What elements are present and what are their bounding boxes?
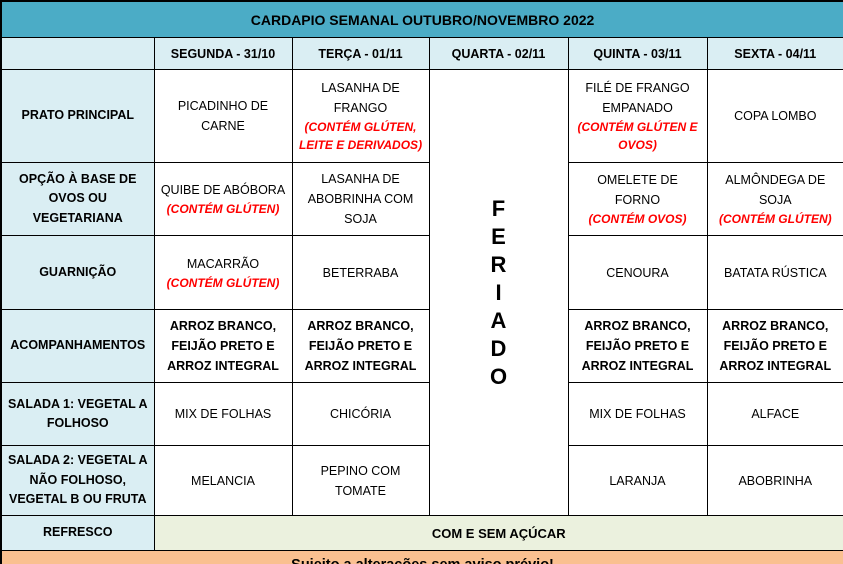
dish-name: MIX DE FOLHAS bbox=[174, 407, 272, 421]
allergen-note: (CONTÉM GLÚTEN) bbox=[166, 202, 280, 216]
row-header-acompanhamentos: ACOMPANHAMENTOS bbox=[0, 309, 155, 383]
corner-cell bbox=[0, 37, 155, 70]
menu-cell: PICADINHO DE CARNE bbox=[153, 69, 293, 163]
menu-cell: PEPINO COM TOMATE bbox=[291, 445, 430, 516]
dish-name: ARROZ BRANCO, FEIJÃO PRETO E ARROZ INTEG… bbox=[167, 319, 279, 373]
menu-cell: FILÉ DE FRANGO EMPANADO (CONTÉM GLÚTEN E… bbox=[567, 69, 708, 163]
allergen-note: (CONTÉM GLÚTEN) bbox=[718, 212, 832, 226]
menu-cell: LARANJA bbox=[567, 445, 708, 516]
menu-cell: ARROZ BRANCO, FEIJÃO PRETO E ARROZ INTEG… bbox=[706, 309, 843, 383]
dish-name: ARROZ BRANCO, FEIJÃO PRETO E ARROZ INTEG… bbox=[719, 319, 832, 373]
day-header-quinta: QUINTA - 03/11 bbox=[567, 37, 708, 70]
page-title: CARDAPIO SEMANAL OUTUBRO/NOVEMBRO 2022 bbox=[0, 0, 843, 38]
dish-name: PEPINO COM TOMATE bbox=[320, 463, 401, 498]
dish-name: CHICÓRIA bbox=[329, 407, 392, 421]
dish-name: LASANHA DE ABOBRINHA COM SOJA bbox=[307, 172, 414, 226]
menu-cell: MELANCIA bbox=[153, 445, 293, 516]
dish-name: PICADINHO DE CARNE bbox=[177, 99, 269, 133]
menu-cell: MIX DE FOLHAS bbox=[153, 382, 293, 446]
allergen-note: (CONTÉM OVOS) bbox=[588, 212, 687, 226]
row-header-salada-1: SALADA 1: VEGETAL A FOLHOSO bbox=[0, 382, 155, 446]
menu-cell: ARROZ BRANCO, FEIJÃO PRETO E ARROZ INTEG… bbox=[567, 309, 708, 383]
row-header-prato-principal: PRATO PRINCIPAL bbox=[0, 69, 155, 163]
dish-name: LASANHA DE FRANGO bbox=[321, 81, 400, 115]
holiday-letter: R bbox=[490, 251, 507, 277]
dish-name: QUIBE DE ABÓBORA bbox=[160, 183, 286, 197]
row-guarnicao: GUARNIÇÃO MACARRÃO (CONTÉM GLÚTEN) BETER… bbox=[0, 235, 843, 310]
menu-cell: MIX DE FOLHAS bbox=[567, 382, 708, 446]
dish-name: COPA LOMBO bbox=[734, 109, 817, 123]
row-header-opcao-vegetariana: OPÇÃO À BASE DE OVOS OU VEGETARIANA bbox=[0, 162, 155, 236]
allergen-note: (CONTÉM GLÚTEN) bbox=[166, 275, 280, 290]
dish-name: ALFACE bbox=[751, 407, 800, 421]
row-opcao-vegetariana: OPÇÃO À BASE DE OVOS OU VEGETARIANA QUIB… bbox=[0, 162, 843, 236]
day-header-segunda: SEGUNDA - 31/10 bbox=[153, 37, 293, 70]
dish-name: MIX DE FOLHAS bbox=[589, 407, 686, 421]
menu-cell: BATATA RÚSTICA bbox=[706, 235, 843, 310]
dish-name: LARANJA bbox=[609, 473, 666, 488]
dish-name: FILÉ DE FRANGO EMPANADO bbox=[585, 81, 690, 115]
title-row: CARDAPIO SEMANAL OUTUBRO/NOVEMBRO 2022 bbox=[0, 0, 843, 38]
row-salada-2: SALADA 2: VEGETAL A NÃO FOLHOSO, VEGETAL… bbox=[0, 445, 843, 516]
holiday-letter: E bbox=[491, 223, 506, 249]
allergen-note: (CONTÉM GLÚTEN E OVOS) bbox=[577, 120, 698, 152]
menu-cell: LASANHA DE ABOBRINHA COM SOJA bbox=[291, 162, 430, 236]
dish-name: BATATA RÚSTICA bbox=[724, 265, 827, 280]
row-prato-principal: PRATO PRINCIPAL PICADINHO DE CARNE LASAN… bbox=[0, 69, 843, 516]
day-header-quarta: QUARTA - 02/11 bbox=[428, 37, 569, 70]
menu-cell: ARROZ BRANCO, FEIJÃO PRETO E ARROZ INTEG… bbox=[153, 309, 293, 383]
refresco-value: COM E SEM AÇÚCAR bbox=[153, 515, 843, 551]
menu-cell: MACARRÃO (CONTÉM GLÚTEN) bbox=[153, 235, 293, 310]
dish-name: BETERRABA bbox=[322, 265, 399, 280]
menu-cell: ALFACE bbox=[706, 382, 843, 446]
menu-cell: QUIBE DE ABÓBORA (CONTÉM GLÚTEN) bbox=[153, 162, 293, 236]
row-header-guarnicao: GUARNIÇÃO bbox=[0, 235, 155, 310]
dish-name: MACARRÃO bbox=[186, 256, 260, 271]
day-header-row: SEGUNDA - 31/10 TERÇA - 01/11 QUARTA - 0… bbox=[0, 37, 843, 70]
row-header-salada-2: SALADA 2: VEGETAL A NÃO FOLHOSO, VEGETAL… bbox=[0, 445, 155, 516]
dish-name: ARROZ BRANCO, FEIJÃO PRETO E ARROZ INTEG… bbox=[581, 319, 694, 373]
menu-cell: LASANHA DE FRANGO (CONTÉM GLÚTEN, LEITE … bbox=[291, 69, 430, 163]
dish-name: OMELETE DE FORNO bbox=[597, 173, 678, 207]
menu-cell: ARROZ BRANCO, FEIJÃO PRETO E ARROZ INTEG… bbox=[291, 309, 430, 383]
menu-cell: CHICÓRIA bbox=[291, 382, 430, 446]
holiday-letter: O bbox=[489, 363, 508, 389]
allergen-note: (CONTÉM GLÚTEN, LEITE E DERIVADOS) bbox=[298, 120, 423, 152]
dish-name: MELANCIA bbox=[191, 473, 255, 488]
menu-cell: ABOBRINHA bbox=[706, 445, 843, 516]
dish-name: ALMÔNDEGA DE SOJA bbox=[725, 173, 826, 207]
menu-cell: COPA LOMBO bbox=[706, 69, 843, 163]
day-header-terca: TERÇA - 01/11 bbox=[291, 37, 430, 70]
holiday-letter: I bbox=[495, 279, 502, 305]
menu-cell: OMELETE DE FORNO (CONTÉM OVOS) bbox=[567, 162, 708, 236]
menu-cell: ALMÔNDEGA DE SOJA (CONTÉM GLÚTEN) bbox=[706, 162, 843, 236]
dish-name: CENOURA bbox=[606, 265, 669, 280]
row-refresco: REFRESCO COM E SEM AÇÚCAR bbox=[0, 515, 843, 551]
footer-row: Sujeito a alterações sem aviso prévio! bbox=[0, 550, 843, 564]
holiday-letter: A bbox=[490, 307, 507, 333]
row-salada-1: SALADA 1: VEGETAL A FOLHOSO MIX DE FOLHA… bbox=[0, 382, 843, 446]
footer-notice: Sujeito a alterações sem aviso prévio! bbox=[0, 550, 843, 564]
dish-name: ABOBRINHA bbox=[738, 473, 813, 488]
dish-name: ARROZ BRANCO, FEIJÃO PRETO E ARROZ INTEG… bbox=[304, 319, 417, 373]
menu-cell: CENOURA bbox=[567, 235, 708, 310]
holiday-letter: D bbox=[490, 335, 507, 361]
holiday-letter: F bbox=[491, 195, 506, 221]
menu-cell: BETERRABA bbox=[291, 235, 430, 310]
holiday-cell: F E R I A D O bbox=[428, 69, 569, 516]
day-header-sexta: SEXTA - 04/11 bbox=[706, 37, 843, 70]
row-header-refresco: REFRESCO bbox=[0, 515, 155, 551]
row-acompanhamentos: ACOMPANHAMENTOS ARROZ BRANCO, FEIJÃO PRE… bbox=[0, 309, 843, 383]
